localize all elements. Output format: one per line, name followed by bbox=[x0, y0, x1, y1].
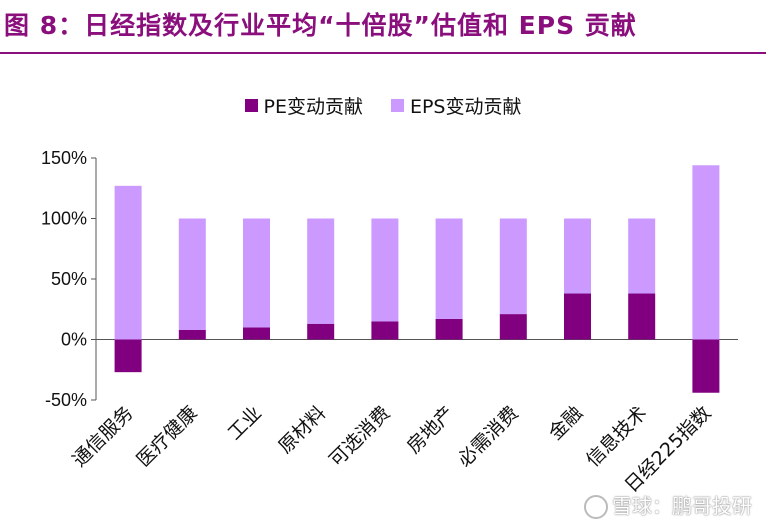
bar-pe bbox=[178, 329, 206, 340]
bar-eps bbox=[628, 218, 656, 294]
y-tick-label: 0% bbox=[61, 330, 87, 350]
legend-item-eps: EPS变动贡献 bbox=[390, 92, 522, 119]
bar-eps bbox=[435, 218, 463, 319]
legend-swatch-eps bbox=[390, 99, 404, 112]
bar-pe bbox=[692, 339, 720, 393]
bar-pe bbox=[371, 321, 399, 340]
watermark: 雪球：鹏哥投研 bbox=[584, 490, 752, 519]
bar-pe bbox=[564, 293, 591, 340]
x-category-label: 通信服务 bbox=[68, 402, 137, 471]
bar-eps bbox=[114, 185, 142, 340]
x-category-label: 医疗健康 bbox=[133, 402, 202, 471]
bar-pe bbox=[499, 314, 527, 340]
bar-pe bbox=[114, 339, 142, 373]
watermark-text: 雪球：鹏哥投研 bbox=[612, 493, 752, 518]
legend-label-pe: PE变动贡献 bbox=[263, 96, 363, 118]
y-tick-label: 150% bbox=[41, 148, 87, 168]
y-tick-label: 100% bbox=[41, 209, 87, 229]
legend-item-pe: PE变动贡献 bbox=[244, 92, 363, 119]
legend-label-eps: EPS变动贡献 bbox=[409, 96, 522, 118]
bar-eps bbox=[178, 218, 206, 330]
chart-legend: PE变动贡献 EPS变动贡献 bbox=[0, 92, 766, 119]
y-tick-label: 50% bbox=[51, 269, 87, 289]
bar-eps bbox=[692, 165, 720, 340]
x-category-label: 必需消费 bbox=[454, 402, 523, 471]
figure-title: 图 8：日经指数及行业平均“十倍股”估值和 EPS 贡献 bbox=[4, 11, 637, 40]
bar-eps bbox=[243, 218, 270, 328]
snowball-logo-icon bbox=[584, 495, 608, 519]
bar-pe bbox=[628, 293, 656, 340]
legend-swatch-pe bbox=[244, 99, 258, 112]
y-tick-label: -50% bbox=[45, 390, 87, 410]
bar-pe bbox=[435, 318, 463, 340]
title-underline bbox=[0, 52, 766, 54]
x-category-label: 金融 bbox=[545, 402, 587, 444]
bar-eps bbox=[564, 218, 591, 294]
bar-eps bbox=[371, 218, 399, 322]
x-category-label: 可选消费 bbox=[325, 402, 394, 471]
bar-pe bbox=[243, 327, 270, 340]
bar-eps bbox=[307, 218, 335, 324]
x-category-label: 工业 bbox=[224, 402, 266, 444]
x-category-label: 房地产 bbox=[403, 402, 459, 458]
bar-eps bbox=[499, 218, 527, 315]
bar-pe bbox=[307, 323, 335, 340]
x-category-label: 原材料 bbox=[274, 402, 330, 458]
